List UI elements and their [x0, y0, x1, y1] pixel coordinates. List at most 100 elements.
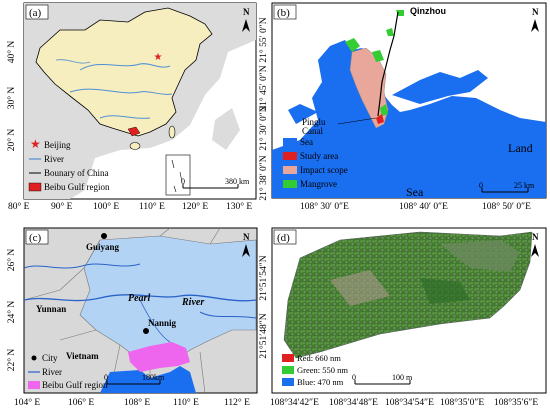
- river-word-river: River: [181, 297, 204, 308]
- beibu-gulf-region-c: [128, 342, 190, 372]
- tick-a-x1: 90° E: [51, 201, 73, 212]
- mangrove-patch-2: [372, 50, 384, 62]
- tick-b-y0: 21° 55′ 0″N: [258, 17, 269, 62]
- panel-a-label: (a): [29, 7, 42, 19]
- legend-red-swatch: [282, 354, 294, 362]
- north-arrow-icon-a: [242, 19, 250, 32]
- scale-zero-c: 0: [104, 373, 108, 382]
- city-guiyang: Guiyang: [86, 242, 120, 252]
- land-label: Land: [508, 141, 533, 155]
- legend-beibu-c: Beibu Gulf region: [42, 380, 108, 390]
- sea-label: Sea: [406, 185, 424, 199]
- sea-arm-east: [392, 70, 488, 104]
- city-dot-guiyang: [101, 233, 107, 239]
- panel-d: Red: 660 nm Green: 550 nm Blue: 470 nm 0…: [258, 227, 547, 408]
- panel-c-label: (c): [29, 232, 42, 244]
- tick-d-x1: 108°34′48″E: [329, 397, 378, 408]
- legend-river: River: [44, 154, 64, 164]
- legend-city-dot: [31, 355, 37, 361]
- qinzhou-label: Qinzhou: [410, 6, 446, 16]
- tick-a-x3: 110° E: [139, 201, 165, 212]
- tick-b-x2: 108° 50′ 0″E: [482, 201, 531, 212]
- ortho-patch-2: [330, 270, 390, 306]
- panel-b: Qinzhou Pinglu Canal Sea Study area Impa…: [258, 2, 547, 212]
- panel-a-legend: ★ Beijing River Bounary of China Beibu G…: [28, 137, 110, 192]
- city-nanning: Nannig: [148, 318, 177, 328]
- tick-a-x2: 100° E: [93, 201, 119, 212]
- ortho-patch-3: [420, 278, 470, 304]
- city-dot-nanning: [143, 328, 149, 334]
- river-north: [23, 263, 141, 269]
- legend-study: Study area: [300, 151, 338, 161]
- legend-green: Green: 550 nm: [297, 365, 348, 375]
- south-china-sea-inset: [165, 154, 191, 196]
- canal-label-line2: Canal: [302, 126, 323, 136]
- tick-d-x4: 108°35′6″E: [494, 397, 538, 408]
- legend-blue-swatch: [282, 378, 294, 386]
- tick-c-x2: 108° E: [124, 397, 150, 408]
- tick-d-x2: 108°34′54″E: [385, 397, 434, 408]
- scale-zero-b: 0: [479, 181, 483, 190]
- legend-mangrove: Mangrove: [300, 179, 337, 189]
- tick-d-y0: 21°51′54″N: [258, 255, 269, 300]
- north-label-c: N: [243, 232, 250, 242]
- river-yangtze: [69, 88, 173, 95]
- ortho-patch-1: [440, 240, 520, 272]
- beijing-star-icon: ★: [154, 52, 163, 63]
- legend-river-c: River: [42, 367, 62, 377]
- tick-b-y2: 21° 30′ 0″N: [258, 105, 269, 150]
- scale-label-c: 180km: [142, 373, 165, 382]
- canal-leader-line: [337, 117, 377, 125]
- tick-a-y1: 30° N: [6, 87, 17, 110]
- mangrove-patch-1: [345, 38, 360, 52]
- region-vietnam: Vietnam: [66, 351, 99, 361]
- scale-label-a: 380 km: [225, 177, 250, 186]
- panel-c-legend: City River Beibu Gulf region: [28, 353, 108, 390]
- tick-b-x1: 108° 40′ 0″E: [399, 201, 448, 212]
- tick-a-x4: 120° E: [182, 201, 208, 212]
- china-territory: [35, 7, 213, 137]
- legend-impact: Impact scope: [300, 165, 348, 175]
- hainan: [129, 142, 141, 150]
- tick-c-x1: 106° E: [68, 397, 94, 408]
- river-word-pearl: Pearl: [128, 293, 150, 304]
- tick-b-x0: 108° 30′ 0″E: [300, 201, 349, 212]
- legend-city: City: [42, 353, 58, 363]
- tick-c-x0: 104° E: [14, 397, 40, 408]
- tick-c-y1: 24° N: [6, 301, 17, 324]
- legend-study-swatch: [283, 152, 297, 160]
- tick-d-x3: 108°35′0″E: [440, 397, 484, 408]
- nine-dash-line: [171, 159, 183, 193]
- legend-beibu-swatch: [28, 182, 42, 192]
- province-boundaries: [23, 227, 221, 394]
- north-arrow-icon-b: [531, 19, 539, 32]
- panel-b-label: (b): [277, 7, 290, 19]
- legend-star-icon: ★: [30, 137, 41, 151]
- tick-c-y0: 26° N: [6, 249, 17, 272]
- tick-a-y2: 20° N: [6, 129, 17, 152]
- sea-area: [272, 40, 546, 198]
- legend-sea-swatch: [283, 138, 297, 146]
- legend-blue: Blue: 470 nm: [297, 377, 344, 387]
- sea-arm-west: [288, 104, 318, 124]
- pearl-river: [23, 294, 257, 302]
- legend-green-swatch: [282, 366, 294, 374]
- tick-b-y3: 21° 38′ 0″N: [258, 155, 269, 200]
- river-east: [199, 311, 257, 319]
- panel-a: ★ ★ Beijing River Bounary of China Beibu…: [6, 2, 257, 212]
- tick-d-x0: 108°34′42″E: [270, 397, 319, 408]
- tick-d-y1: 21°51′48″N: [258, 313, 269, 358]
- canal-label-line1: Pinglu: [302, 117, 326, 127]
- panel-d-label: (d): [277, 232, 290, 244]
- legend-beibu: Beibu Gulf region: [44, 182, 110, 192]
- legend-mangrove-swatch: [283, 180, 297, 188]
- scale-label-d: 100 m: [392, 373, 413, 382]
- scale-zero-d: 0: [352, 373, 356, 382]
- tick-c-x3: 110° E: [173, 397, 199, 408]
- beibu-gulf-region-marker: [127, 126, 141, 137]
- mangrove-patch-5: [380, 104, 388, 116]
- scale-label-b: 25 km: [514, 181, 535, 190]
- north-label-a: N: [243, 7, 250, 17]
- scale-zero-a: 0: [181, 177, 185, 186]
- tick-c-x4: 112° E: [224, 397, 250, 408]
